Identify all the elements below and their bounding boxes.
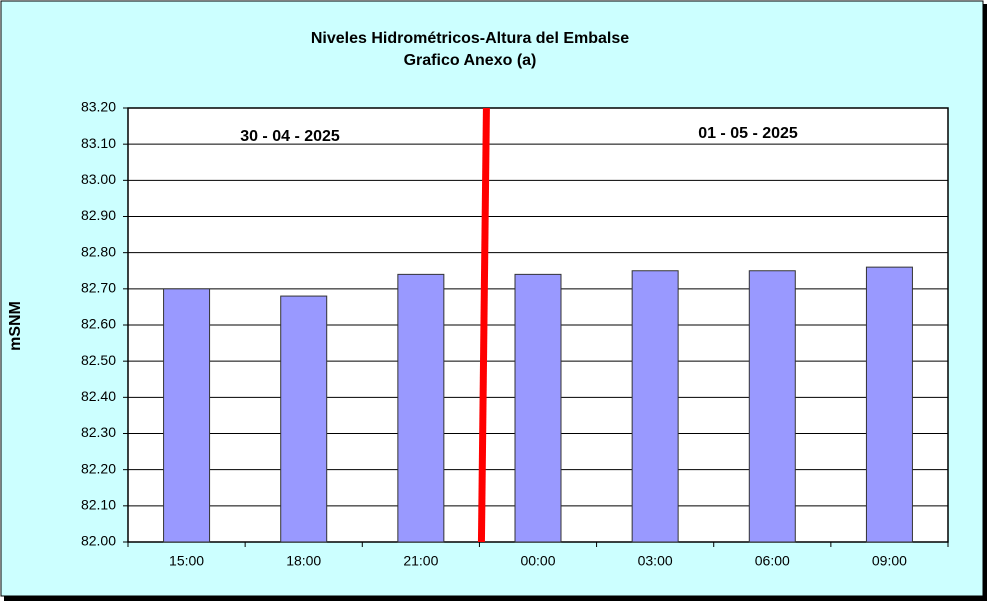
x-tick-label: 09:00: [872, 553, 907, 569]
y-tick-label: 83.10: [81, 135, 116, 151]
bar: [748, 270, 796, 543]
x-tick-label: 15:00: [169, 553, 204, 569]
chart-title: Niveles Hidrométricos-Altura del Embalse: [311, 30, 629, 47]
y-tick-label: 82.80: [81, 243, 116, 259]
bar: [280, 295, 328, 543]
y-tick-label: 83.00: [81, 171, 116, 187]
y-tick-label: 82.30: [81, 424, 116, 440]
y-tick-label: 82.90: [81, 207, 116, 223]
x-tick-label: 21:00: [403, 553, 438, 569]
x-tick-label: 03:00: [638, 553, 673, 569]
bar: [631, 270, 679, 543]
bar: [397, 273, 445, 543]
chart-subtitle: Grafico Anexo (a): [404, 52, 537, 69]
bar: [163, 288, 211, 543]
x-tick-label: 18:00: [286, 553, 321, 569]
y-tick-label: 82.60: [81, 316, 116, 332]
y-tick-label: 83.20: [81, 99, 116, 115]
y-tick-label: 82.70: [81, 280, 116, 296]
y-tick-label: 82.20: [81, 460, 116, 476]
y-tick-label: 82.00: [81, 533, 116, 549]
x-tick-label: 06:00: [755, 553, 790, 569]
date-divider: [477, 107, 490, 543]
bar: [865, 266, 913, 543]
bar: [514, 273, 562, 543]
y-tick-label: 82.50: [81, 352, 116, 368]
x-tick-label: 00:00: [520, 553, 555, 569]
y-tick-label: 82.10: [81, 497, 116, 513]
y-tick-label: 82.40: [81, 388, 116, 404]
annotation: 30 - 04 - 2025: [240, 128, 340, 145]
annotation: 01 - 05 - 2025: [698, 125, 798, 142]
y-axis-label: mSNM: [7, 301, 24, 351]
